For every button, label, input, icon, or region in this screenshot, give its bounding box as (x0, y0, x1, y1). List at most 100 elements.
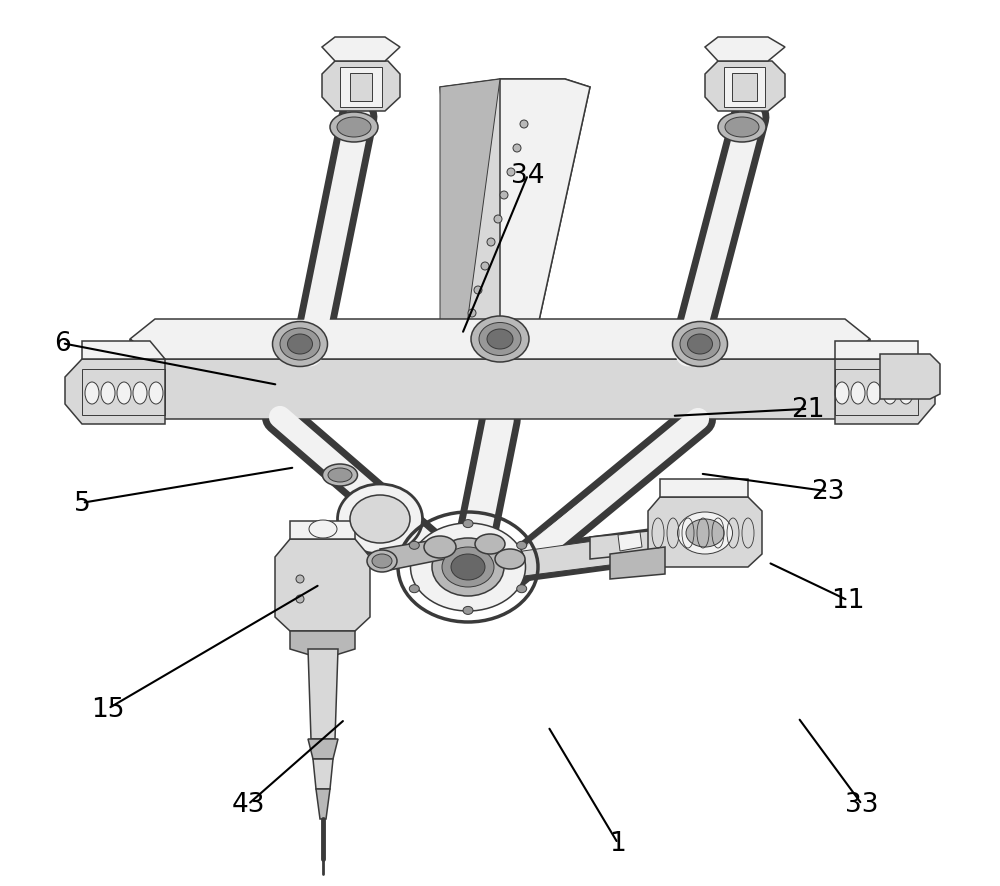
Ellipse shape (487, 330, 513, 350)
Polygon shape (440, 80, 500, 354)
Polygon shape (498, 417, 710, 574)
Ellipse shape (337, 118, 371, 138)
Polygon shape (500, 80, 590, 339)
Ellipse shape (323, 464, 358, 486)
Polygon shape (82, 342, 165, 360)
Ellipse shape (500, 191, 508, 199)
Polygon shape (880, 354, 940, 400)
Ellipse shape (442, 548, 494, 587)
Ellipse shape (851, 383, 865, 405)
Polygon shape (268, 417, 447, 559)
Ellipse shape (688, 335, 712, 354)
Ellipse shape (411, 524, 526, 611)
Polygon shape (440, 80, 590, 339)
Polygon shape (130, 320, 870, 360)
Polygon shape (610, 548, 665, 579)
Polygon shape (316, 789, 330, 819)
Ellipse shape (409, 541, 419, 549)
Polygon shape (660, 479, 748, 497)
Ellipse shape (475, 534, 505, 555)
Ellipse shape (451, 555, 485, 580)
Ellipse shape (686, 519, 724, 548)
Polygon shape (290, 522, 355, 540)
Polygon shape (308, 739, 338, 759)
Polygon shape (590, 530, 668, 559)
Polygon shape (705, 38, 785, 62)
Polygon shape (516, 532, 672, 577)
Polygon shape (676, 118, 762, 354)
Ellipse shape (309, 520, 337, 539)
Ellipse shape (133, 383, 147, 405)
Polygon shape (845, 339, 870, 420)
Ellipse shape (517, 585, 527, 593)
Ellipse shape (517, 541, 527, 549)
Ellipse shape (328, 469, 352, 483)
Ellipse shape (672, 323, 728, 367)
Ellipse shape (680, 329, 720, 361)
Ellipse shape (471, 316, 529, 362)
Ellipse shape (149, 383, 163, 405)
Ellipse shape (372, 555, 392, 568)
Polygon shape (648, 497, 762, 567)
Polygon shape (130, 360, 870, 420)
Ellipse shape (117, 383, 131, 405)
Text: 15: 15 (91, 696, 125, 722)
Polygon shape (835, 360, 935, 424)
Polygon shape (732, 74, 757, 102)
Ellipse shape (288, 335, 313, 354)
Ellipse shape (899, 383, 913, 405)
Polygon shape (705, 62, 785, 112)
Ellipse shape (481, 263, 489, 271)
Ellipse shape (468, 309, 476, 318)
Polygon shape (308, 649, 338, 739)
Ellipse shape (296, 575, 304, 583)
Ellipse shape (487, 238, 495, 246)
Ellipse shape (513, 144, 521, 152)
Ellipse shape (85, 383, 99, 405)
Polygon shape (130, 339, 155, 420)
Ellipse shape (367, 550, 397, 572)
Ellipse shape (338, 485, 423, 555)
Ellipse shape (330, 113, 378, 143)
Ellipse shape (678, 512, 732, 555)
Ellipse shape (883, 383, 897, 405)
Ellipse shape (101, 383, 115, 405)
Polygon shape (835, 342, 918, 360)
Ellipse shape (409, 585, 419, 593)
Ellipse shape (507, 169, 515, 177)
Polygon shape (340, 68, 382, 108)
Ellipse shape (463, 520, 473, 528)
Ellipse shape (494, 216, 502, 224)
Ellipse shape (424, 536, 456, 558)
Polygon shape (275, 540, 370, 632)
Ellipse shape (280, 329, 320, 361)
Text: 23: 23 (811, 478, 845, 505)
Ellipse shape (867, 383, 881, 405)
Polygon shape (290, 632, 355, 659)
Ellipse shape (296, 595, 304, 603)
Text: 5: 5 (74, 490, 90, 517)
Ellipse shape (725, 118, 759, 138)
Ellipse shape (520, 120, 528, 128)
Polygon shape (618, 532, 642, 551)
Ellipse shape (479, 323, 521, 356)
Polygon shape (322, 62, 400, 112)
Ellipse shape (718, 113, 766, 143)
Text: 21: 21 (791, 396, 825, 423)
Polygon shape (65, 360, 165, 424)
Ellipse shape (273, 323, 328, 367)
Polygon shape (380, 540, 445, 571)
Ellipse shape (350, 495, 410, 543)
Ellipse shape (432, 539, 504, 596)
Text: 6: 6 (54, 330, 70, 357)
Ellipse shape (835, 383, 849, 405)
Ellipse shape (463, 607, 473, 615)
Text: 34: 34 (511, 162, 545, 189)
Polygon shape (724, 68, 765, 108)
Ellipse shape (474, 287, 482, 295)
Text: 33: 33 (845, 791, 879, 818)
Text: 11: 11 (831, 587, 865, 614)
Text: 43: 43 (231, 791, 265, 818)
Ellipse shape (495, 549, 525, 570)
Polygon shape (350, 74, 372, 102)
